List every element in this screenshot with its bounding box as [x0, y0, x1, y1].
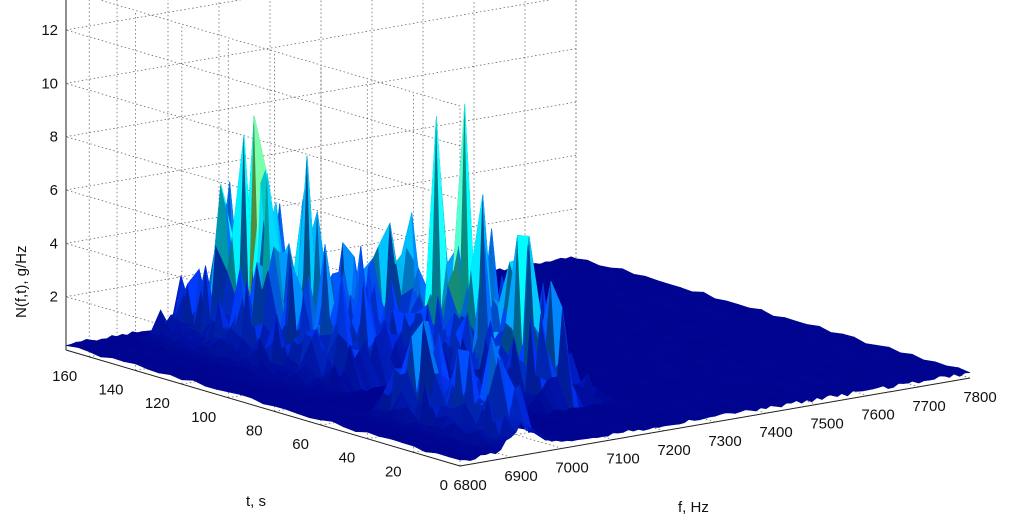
y-tick-label: 160: [52, 368, 77, 385]
x-tick-label: 7300: [708, 433, 741, 450]
x-tick-label: 6800: [453, 477, 486, 494]
y-tick-label: 40: [339, 450, 356, 467]
x-tick-label: 7400: [759, 424, 792, 441]
grid-line: [98, 0, 461, 107]
y-tick-label: 120: [145, 395, 170, 412]
z-tick-label: 12: [41, 22, 58, 39]
y-tick-label: 100: [191, 409, 216, 426]
x-tick-label: 7200: [657, 442, 690, 459]
x-tick-label: 7000: [555, 459, 588, 476]
x-tick-label: 7500: [810, 415, 843, 432]
surface-patch: [952, 367, 971, 374]
x-axis-label: f, Hz: [678, 499, 709, 516]
z-tick-label: 6: [50, 182, 58, 199]
x-tick-label: 7100: [606, 451, 639, 468]
y-tick-label: 60: [292, 436, 309, 453]
z-tick-label: 10: [41, 75, 58, 92]
z-tick-label: 2: [50, 289, 58, 306]
tick-labels: 6800690070007100720073007400750076007700…: [41, 22, 996, 494]
y-tick-label: 80: [246, 422, 263, 439]
grid-line: [65, 82, 461, 200]
x-tick-label: 6900: [504, 468, 537, 485]
y-tick-label: 20: [385, 463, 402, 480]
y-axis-label: t, s: [246, 493, 266, 510]
y-tick-label: 0: [440, 477, 448, 494]
grid-line: [65, 29, 461, 147]
x-tick-label: 7700: [912, 398, 945, 415]
x-tick-label: 7800: [963, 389, 996, 406]
y-tick-label: 140: [98, 381, 123, 398]
x-axis-line: [459, 377, 971, 467]
z-tick-label: 4: [50, 235, 58, 252]
z-tick-label: 8: [50, 129, 58, 146]
surface: [65, 104, 971, 461]
y-axis-line: [65, 349, 461, 467]
z-axis-label: N(f,t), g/Hz: [13, 245, 30, 318]
x-tick-label: 7600: [861, 407, 894, 424]
